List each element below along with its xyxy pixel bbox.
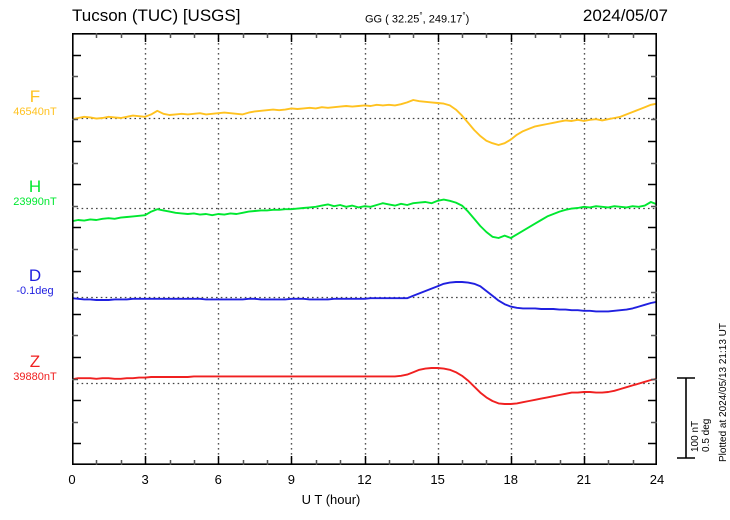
- degree-icon: °: [419, 11, 423, 20]
- plot-canvas: [72, 33, 657, 465]
- degree-icon: °: [462, 11, 466, 20]
- scale-bar: [677, 377, 695, 459]
- x-tick-label: 0: [68, 472, 76, 487]
- coords-mid: , 249.17: [422, 13, 463, 26]
- scale-bar-caption: 100 nT 0.5 deg: [690, 419, 712, 452]
- x-tick-label: 12: [357, 472, 372, 487]
- component-letter-z: Z: [29, 352, 41, 371]
- plotted-at-timestamp: Plotted at 2024/05/13 21:13 UT: [718, 323, 729, 462]
- magnetogram-plot: [72, 33, 657, 465]
- component-letter-f: F: [29, 87, 41, 106]
- x-tick-label: 6: [214, 472, 222, 487]
- page-title: Tucson (TUC) [USGS]: [72, 6, 241, 25]
- x-tick-label: 21: [576, 472, 592, 487]
- component-baseline-z: 39880nT: [13, 371, 57, 383]
- scale-line-1: 100 nT: [690, 420, 701, 452]
- coords-suffix: ): [465, 13, 470, 26]
- geographic-coordinates: GG ( 32.25°, 249.17°): [365, 11, 469, 26]
- component-baseline-f: 46540nT: [13, 106, 57, 118]
- x-tick-label: 9: [287, 472, 295, 487]
- component-letter-d: D: [28, 266, 42, 285]
- x-tick-label: 15: [430, 472, 445, 487]
- component-baseline-d: -0.1deg: [16, 285, 54, 297]
- x-tick-label: 18: [503, 472, 518, 487]
- x-axis-title: U T (hour): [301, 492, 361, 507]
- component-baseline-h: 23990nT: [13, 196, 57, 208]
- x-tick-label: 24: [649, 472, 665, 487]
- coords-prefix: GG ( 32.25: [365, 13, 420, 26]
- component-letter-h: H: [28, 177, 42, 196]
- scale-line-2: 0.5 deg: [701, 418, 712, 452]
- observation-date: 2024/05/07: [582, 6, 668, 25]
- x-tick-label: 3: [141, 472, 149, 487]
